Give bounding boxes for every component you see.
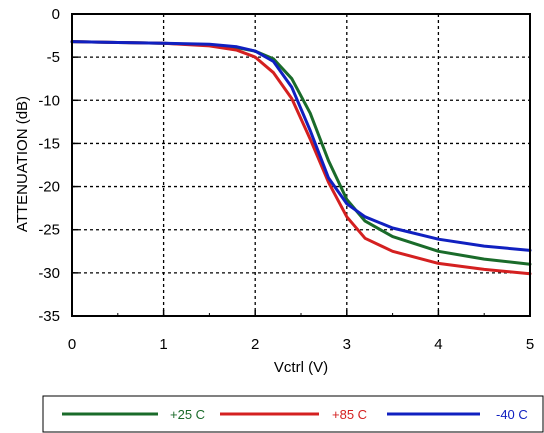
y-tick-label: -20 xyxy=(38,179,60,196)
x-tick-label: 4 xyxy=(434,336,442,353)
y-tick-label: 0 xyxy=(52,6,60,23)
series-line-2 xyxy=(70,40,532,252)
x-tick-label: 0 xyxy=(68,336,76,353)
legend-label-1: +85 C xyxy=(332,407,367,422)
x-axis-label: Vctrl (V) xyxy=(274,359,328,376)
grid xyxy=(72,14,530,316)
y-tick-label: -10 xyxy=(38,92,60,109)
legend: +25 C +85 C -40 C xyxy=(42,395,544,433)
y-tick-label: -30 xyxy=(38,265,60,282)
x-tick-label: 2 xyxy=(251,336,259,353)
x-tick-label: 1 xyxy=(159,336,167,353)
ticks xyxy=(71,13,531,317)
plot-frame xyxy=(71,13,531,317)
legend-label-2: -40 C xyxy=(496,407,528,422)
y-tick-label: -15 xyxy=(38,135,60,152)
y-tick-label: -25 xyxy=(38,222,60,239)
y-tick-label: -35 xyxy=(38,308,60,325)
series-line-1 xyxy=(70,40,532,276)
x-tick-label: 5 xyxy=(526,336,534,353)
legend-label-0: +25 C xyxy=(170,407,205,422)
y-axis-label: ATTENUATION (dB) xyxy=(14,96,31,232)
y-tick-label: -5 xyxy=(47,49,60,66)
tick-labels: 0 1 2 3 4 5 0 -5 -10 -15 -20 -25 -30 -35 xyxy=(38,6,534,353)
x-tick-label: 3 xyxy=(343,336,351,353)
series-line-0 xyxy=(70,40,532,266)
series-lines xyxy=(70,40,532,276)
